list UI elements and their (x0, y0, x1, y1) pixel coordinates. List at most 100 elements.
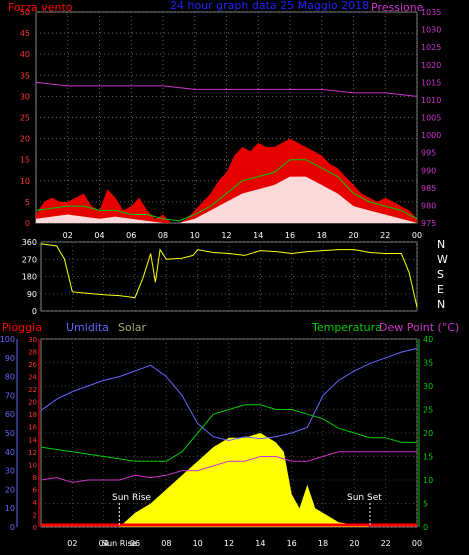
temperature-humidity-panel: 0102030405060708090100024681012141618202… (0, 321, 459, 548)
y-tick-label: 30 (423, 382, 433, 391)
umidita-label: Umidita (66, 321, 109, 334)
x-tick-label: 18 (318, 539, 328, 548)
y-tick-label: 995 (421, 149, 436, 158)
x-tick-label: 14 (253, 231, 263, 240)
y-tick-label: 90 (27, 290, 37, 299)
x-tick-label: 18 (317, 231, 327, 240)
x-tick-label: 06 (126, 231, 136, 240)
y-tick-label: 10 (28, 461, 37, 469)
y-tick-label: 25 (20, 114, 30, 123)
y-tick-label: 40 (20, 50, 30, 59)
y-tick-label: 45 (20, 29, 30, 38)
avg-series (35, 159, 418, 222)
wind-direction-series (40, 243, 418, 308)
x-tick-label: 22 (380, 231, 390, 240)
y-tick-label: 0 (32, 307, 37, 316)
y-tick-label: 975 (421, 219, 436, 228)
compass-label: N (437, 298, 445, 311)
y-tick-label: 100 (0, 335, 15, 344)
pioggia-label: Pioggia (2, 321, 42, 334)
temperatura-series (40, 404, 417, 462)
temperatura-label: Temperatura (311, 321, 382, 334)
wind-speed-label: Forza vento (8, 1, 73, 14)
y-tick-label: 10 (5, 504, 15, 513)
y-tick-label: 1025 (421, 43, 441, 52)
x-tick-label: 20 (348, 231, 358, 240)
solar-series (119, 433, 370, 527)
y-tick-label: 990 (421, 166, 436, 175)
dew-series (40, 451, 417, 483)
y-tick-label: 20 (28, 399, 37, 407)
x-tick-label: Sun Rise (102, 539, 137, 548)
x-tick-label: 10 (193, 539, 203, 548)
y-tick-label: 0 (423, 523, 428, 532)
y-tick-label: 2 (33, 511, 37, 519)
y-tick-label: 30 (5, 467, 15, 476)
x-tick-label: 04 (99, 539, 109, 548)
dew-point-label: Dew Point (°C) (379, 321, 459, 334)
y-tick-label: 35 (20, 71, 30, 80)
y-tick-label: 35 (423, 359, 433, 368)
y-tick-label: 1005 (421, 114, 441, 123)
sun-rise-label: Sun Rise (112, 493, 151, 503)
y-tick-label: 4 (33, 499, 38, 507)
y-tick-label: 16 (28, 424, 37, 432)
x-tick-label: 20 (349, 539, 359, 548)
x-tick-label: 10 (190, 231, 200, 240)
y-tick-label: 24 (28, 374, 37, 382)
y-tick-label: 30 (20, 92, 30, 101)
compass-label: W (437, 253, 448, 266)
x-tick-label: 12 (221, 231, 231, 240)
y-tick-label: 90 (5, 354, 15, 363)
y-tick-label: 50 (20, 8, 30, 17)
y-tick-label: 25 (423, 406, 433, 415)
y-tick-label: 985 (421, 184, 436, 193)
x-tick-label: 08 (161, 539, 171, 548)
compass-label: E (437, 283, 444, 296)
solar-label: Solar (118, 321, 147, 334)
x-tick-label: 02 (67, 539, 77, 548)
y-tick-label: 8 (33, 474, 37, 482)
compass-label: N (437, 238, 445, 251)
y-tick-label: 1020 (421, 61, 441, 70)
x-tick-label: 00 (412, 231, 422, 240)
y-tick-label: 0 (33, 524, 37, 532)
pressure-label: Pressione (371, 1, 424, 14)
y-tick-label: 1035 (421, 8, 441, 17)
y-tick-label: 1015 (421, 78, 441, 87)
y-tick-label: 980 (421, 201, 436, 210)
y-tick-label: 15 (423, 453, 433, 462)
x-tick-label: 00 (412, 539, 422, 548)
y-tick-label: 26 (28, 361, 37, 369)
y-tick-label: 1010 (421, 96, 441, 105)
y-tick-label: 40 (5, 448, 15, 457)
y-tick-label: 20 (423, 429, 433, 438)
y-tick-label: 12 (28, 449, 37, 457)
y-tick-label: 70 (5, 391, 15, 400)
y-tick-label: 80 (5, 373, 15, 382)
y-tick-label: 18 (28, 411, 37, 419)
y-tick-label: 180 (22, 273, 37, 282)
y-tick-label: 1000 (421, 131, 441, 140)
x-tick-label: 12 (224, 539, 234, 548)
x-tick-label: 02 (63, 231, 73, 240)
y-tick-label: 0 (25, 219, 30, 228)
x-tick-label: 14 (255, 539, 265, 548)
y-tick-label: 28 (28, 349, 37, 357)
y-tick-label: 5 (25, 198, 30, 207)
y-tick-label: 360 (22, 238, 37, 247)
y-tick-label: 20 (20, 135, 30, 144)
y-tick-label: 15 (20, 156, 30, 165)
y-tick-label: 20 (5, 485, 15, 494)
y-tick-label: 5 (423, 500, 428, 509)
y-tick-label: 22 (28, 386, 37, 394)
y-tick-label: 0 (10, 523, 15, 532)
y-tick-label: 14 (28, 436, 37, 444)
y-tick-label: 270 (22, 255, 37, 264)
sun-set-label: Sun Set (347, 493, 382, 503)
x-tick-label: 04 (94, 231, 104, 240)
x-tick-label: 22 (381, 539, 391, 548)
